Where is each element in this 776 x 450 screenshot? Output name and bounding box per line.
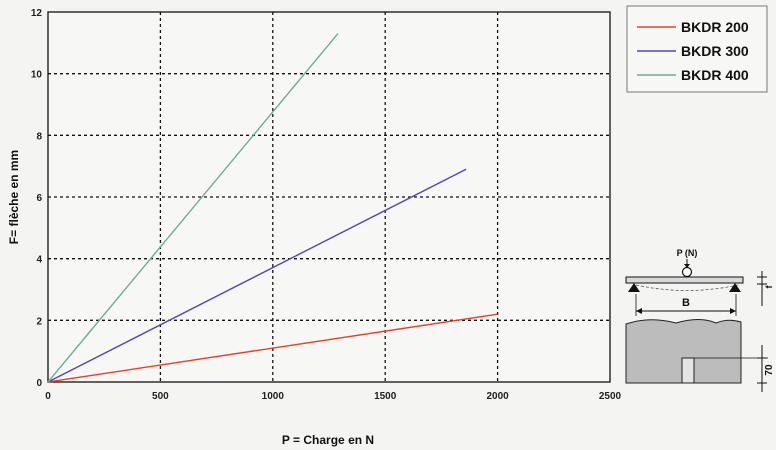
depth-label: 70 — [764, 364, 775, 376]
x-tick-label: 0 — [45, 391, 51, 402]
load-label: P (N) — [677, 248, 698, 258]
series-line-3 — [47, 33, 339, 383]
legend-label-1: BKDR 200 — [681, 19, 749, 35]
span-label: B — [682, 297, 690, 309]
deflection-label: f — [764, 285, 774, 289]
beam-icon — [625, 276, 744, 284]
x-tick-label: 2000 — [486, 391, 509, 402]
legend: BKDR 200 BKDR 300 BKDR 400 — [637, 19, 749, 83]
series-line-2 — [47, 168, 467, 383]
series-line-1 — [47, 313, 498, 383]
grid — [48, 12, 610, 382]
y-tick-labels: 0 2 4 6 8 10 12 — [31, 8, 43, 389]
left-support-icon — [628, 283, 640, 292]
load-roller-icon — [681, 266, 693, 278]
y-tick-label: 0 — [36, 378, 42, 389]
span-arrow-left-icon — [636, 308, 642, 314]
y-axis-title: F= flèche en mm — [7, 150, 21, 244]
legend-box — [626, 5, 768, 93]
y-tick-label: 8 — [36, 131, 42, 142]
x-tick-label: 1500 — [374, 391, 397, 402]
specimen-insert-icon — [681, 357, 695, 384]
span-arrow-right-icon — [730, 308, 736, 314]
x-tick-label: 500 — [152, 391, 169, 402]
right-support-icon — [729, 283, 741, 292]
y-tick-label: 10 — [31, 70, 43, 81]
series-lines — [47, 33, 498, 383]
y-tick-label: 12 — [31, 8, 43, 19]
specimen-block-icon — [625, 319, 742, 384]
legend-label-3: BKDR 400 — [681, 67, 749, 83]
legend-label-2: BKDR 300 — [681, 43, 749, 59]
x-tick-label: 1000 — [262, 391, 285, 402]
x-tick-labels: 0 500 1000 1500 2000 2500 — [45, 391, 621, 402]
y-tick-label: 2 — [36, 316, 42, 327]
deflected-shape-icon — [635, 284, 739, 291]
x-axis-title: P = Charge en N — [282, 433, 374, 447]
beam-diagram: P (N) B f 70 — [625, 248, 775, 392]
y-tick-label: 6 — [36, 193, 42, 204]
x-tick-label: 2500 — [599, 391, 622, 402]
y-tick-label: 4 — [36, 255, 42, 266]
load-arrowhead-icon — [684, 264, 690, 268]
